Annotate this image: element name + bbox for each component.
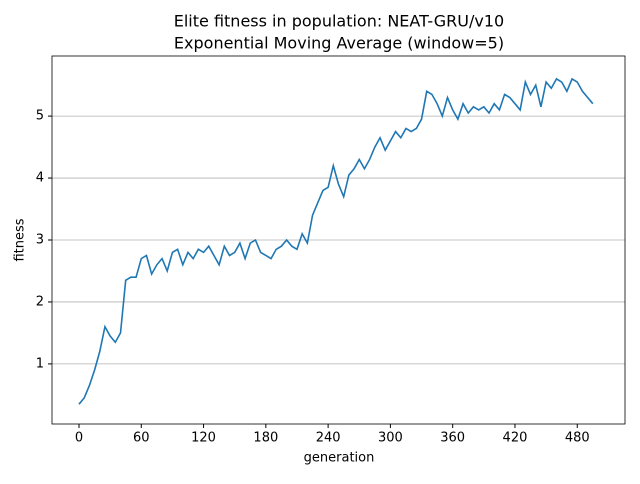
x-tick-label: 0: [75, 431, 83, 446]
x-tick-label: 60: [133, 431, 150, 446]
chart-subtitle: Exponential Moving Average (window=5): [174, 34, 504, 53]
y-tick-label: 4: [36, 171, 44, 186]
y-axis-label: fitness: [13, 218, 28, 261]
x-tick-label: 480: [565, 431, 590, 446]
y-tick-label: 1: [36, 356, 44, 371]
x-tick-label: 420: [503, 431, 528, 446]
y-tick-label: 2: [36, 294, 44, 309]
x-tick-label: 120: [191, 431, 216, 446]
x-tick-label: 360: [440, 431, 465, 446]
plot-frame: [51, 55, 626, 425]
x-tick-label: 180: [253, 431, 278, 446]
x-axis-label: generation: [304, 451, 375, 466]
x-tick-label: 300: [378, 431, 403, 446]
x-tick-label: 240: [316, 431, 341, 446]
data-line: [78, 77, 594, 405]
y-tick-label: 3: [36, 233, 44, 248]
chart-title: Elite fitness in population: NEAT-GRU/v1…: [174, 12, 504, 31]
y-tick-label: 5: [36, 109, 44, 124]
